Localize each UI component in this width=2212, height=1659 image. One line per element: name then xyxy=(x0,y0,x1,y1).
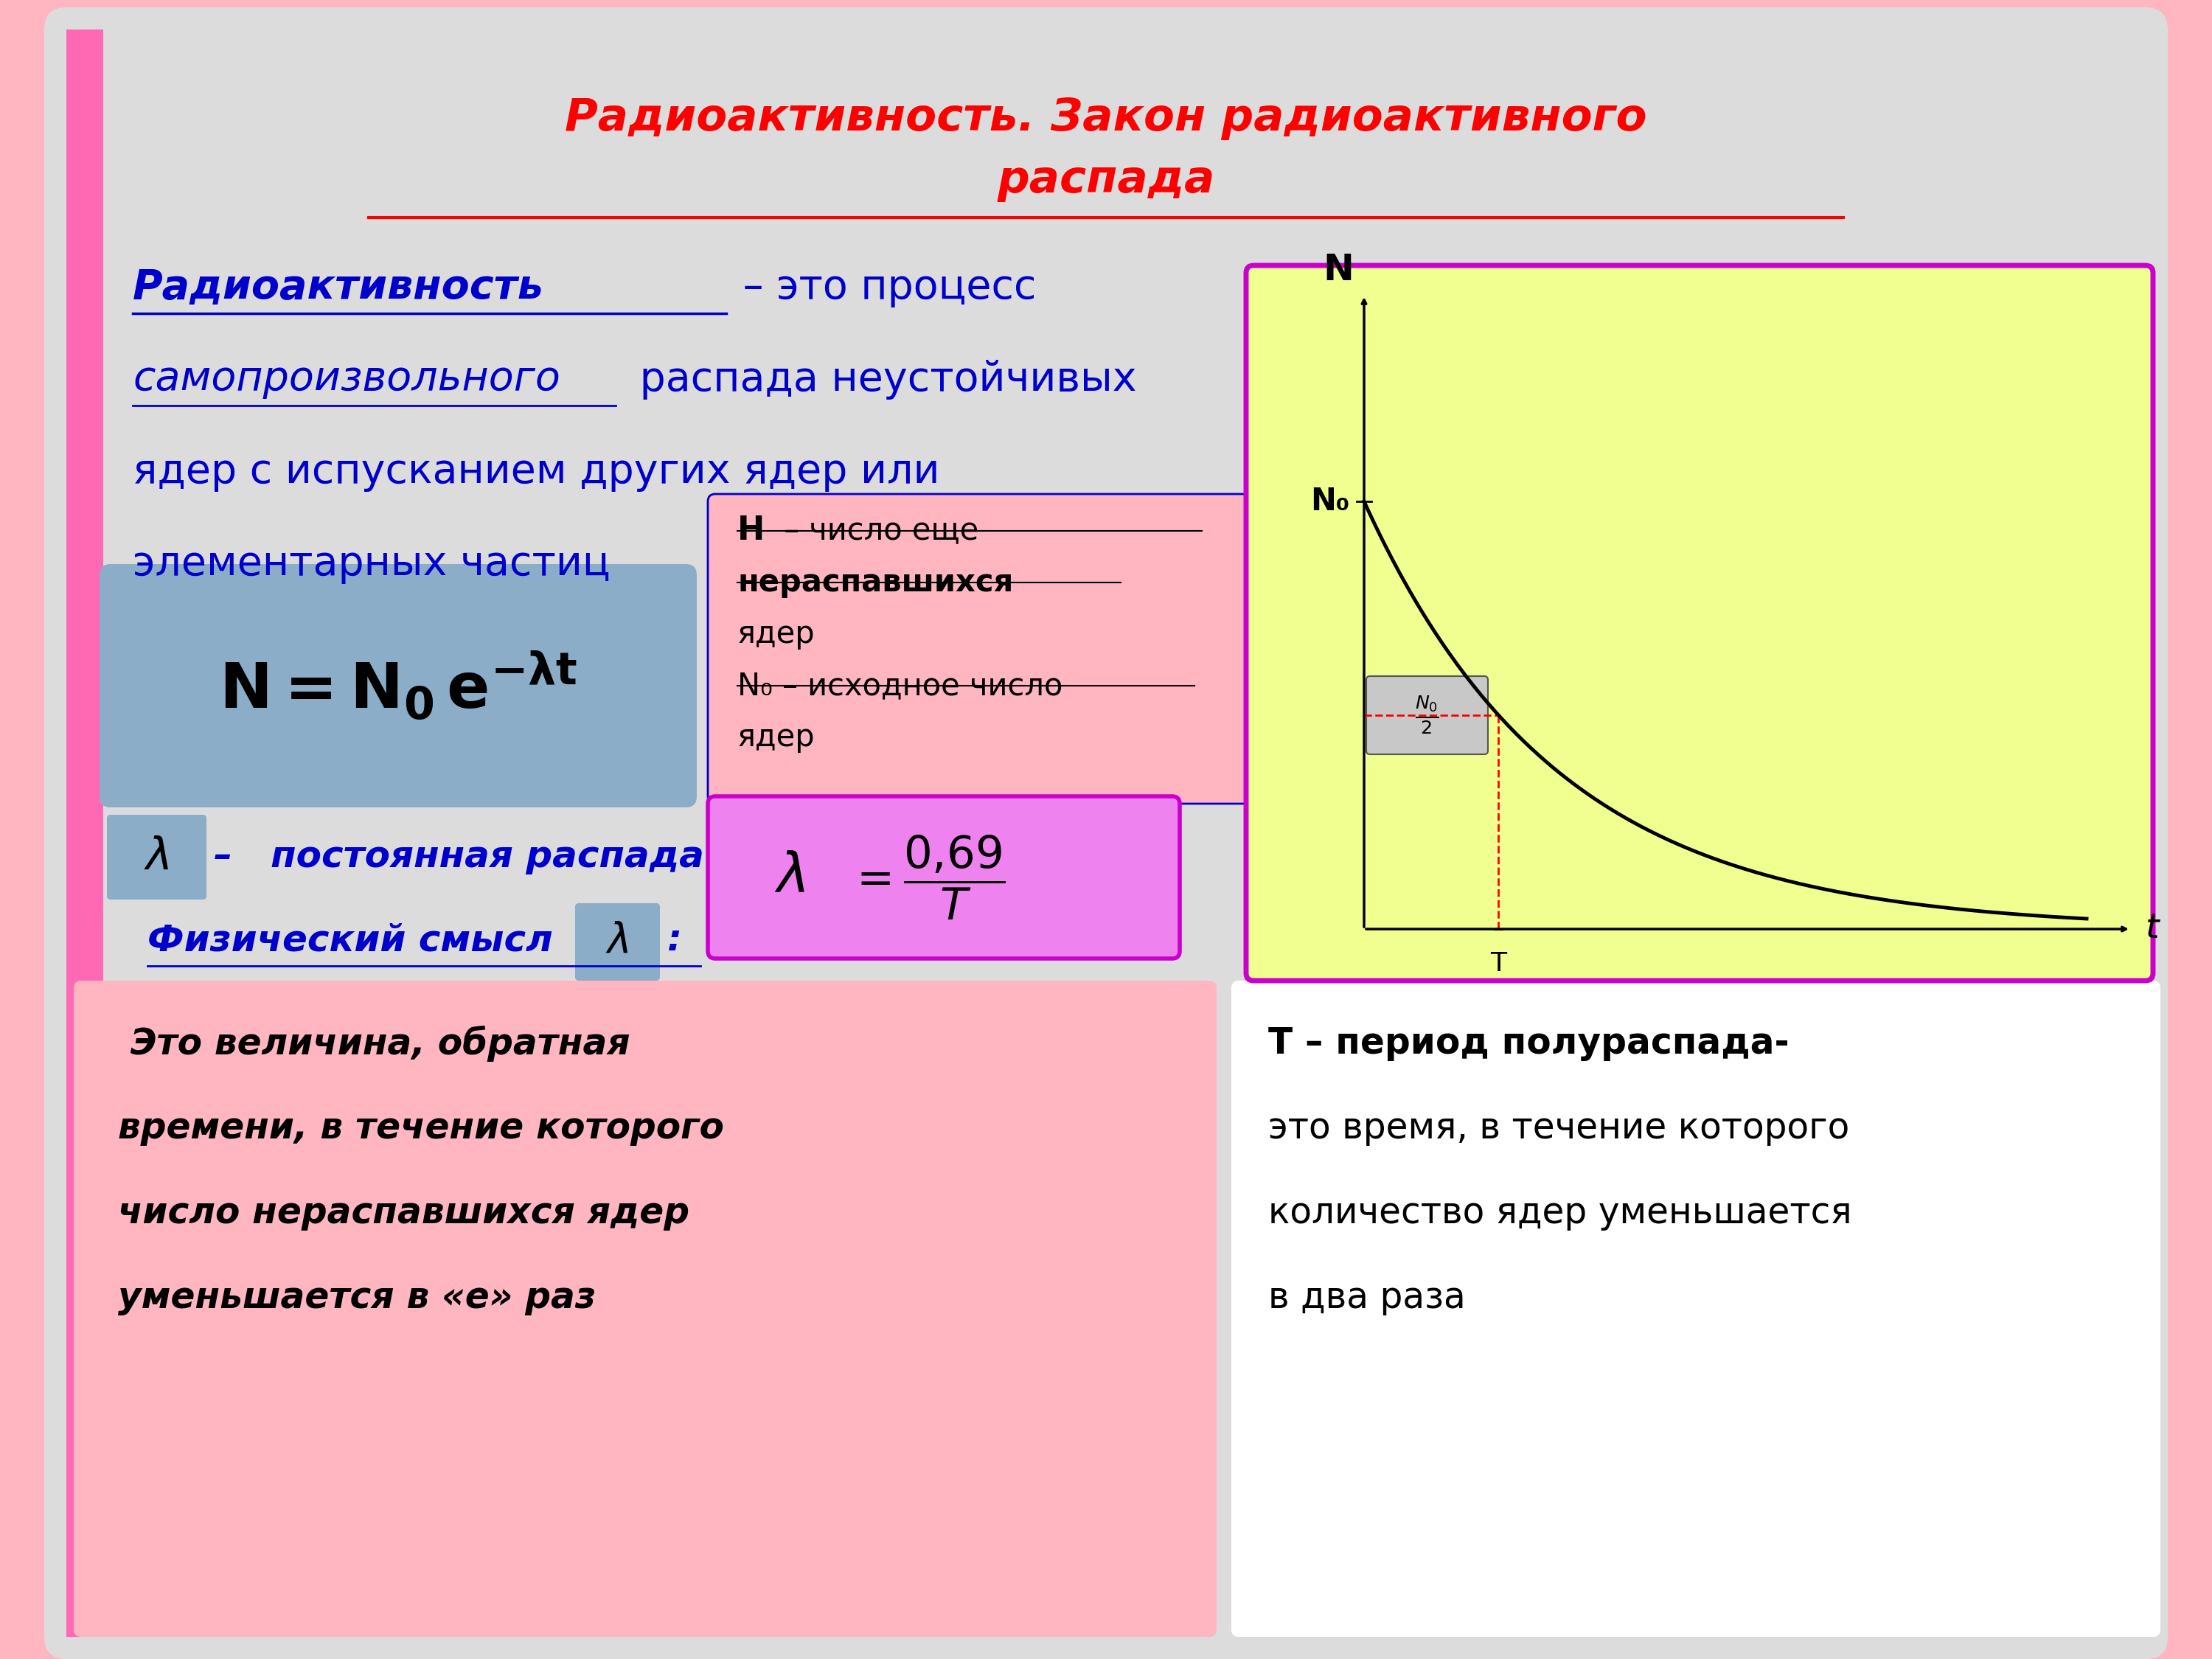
Text: Н: Н xyxy=(737,514,765,547)
Text: самопроизвольного: самопроизвольного xyxy=(133,360,560,400)
FancyBboxPatch shape xyxy=(100,564,697,808)
Bar xyxy=(66,30,104,1637)
Text: в два раза: в два раза xyxy=(1267,1281,1467,1316)
FancyBboxPatch shape xyxy=(1232,980,2161,1637)
FancyBboxPatch shape xyxy=(1245,265,2152,980)
FancyBboxPatch shape xyxy=(575,902,659,980)
FancyBboxPatch shape xyxy=(708,494,1254,803)
Text: времени, в течение которого: времени, в течение которого xyxy=(117,1110,723,1146)
FancyBboxPatch shape xyxy=(44,7,2168,1659)
Text: $=\dfrac{0{,}69}{T}$: $=\dfrac{0{,}69}{T}$ xyxy=(847,833,1004,921)
Text: Т – период полураспада-: Т – период полураспада- xyxy=(1267,1025,1790,1062)
FancyBboxPatch shape xyxy=(73,980,1217,1637)
Text: $\mathbf{N = N_0\,e^{-\lambda t}}$: $\mathbf{N = N_0\,e^{-\lambda t}}$ xyxy=(219,649,577,722)
Text: Это величина, обратная: Это величина, обратная xyxy=(117,1025,630,1062)
Text: нераспавшихся: нераспавшихся xyxy=(737,567,1013,597)
Text: количество ядер уменьшается: количество ядер уменьшается xyxy=(1267,1194,1851,1231)
Text: распада: распада xyxy=(998,159,1214,202)
Text: N: N xyxy=(1323,252,1354,287)
Text: уменьшается в «е» раз: уменьшается в «е» раз xyxy=(117,1281,595,1316)
Text: число нераспавшихся ядер: число нераспавшихся ядер xyxy=(117,1194,690,1231)
FancyBboxPatch shape xyxy=(708,796,1179,959)
Text: Радиоактивность: Радиоактивность xyxy=(133,267,544,307)
Text: N₀: N₀ xyxy=(1310,486,1349,518)
Text: $\lambda$: $\lambda$ xyxy=(144,834,168,879)
Text: элементарных частиц: элементарных частиц xyxy=(133,544,611,584)
Text: $\lambda$: $\lambda$ xyxy=(606,922,628,962)
Text: t: t xyxy=(2146,912,2159,946)
Text: ядер с испусканием других ядер или: ядер с испусканием других ядер или xyxy=(133,451,940,491)
FancyBboxPatch shape xyxy=(1367,677,1489,755)
Text: –   постоянная распада: – постоянная распада xyxy=(215,839,703,874)
Text: Радиоактивность. Закон радиоактивного: Радиоактивность. Закон радиоактивного xyxy=(564,96,1648,139)
FancyBboxPatch shape xyxy=(106,815,206,899)
Text: N₀ – исходное число: N₀ – исходное число xyxy=(737,670,1062,702)
Text: $\lambda$: $\lambda$ xyxy=(774,851,805,904)
Text: :: : xyxy=(668,922,681,957)
Text: ядер: ядер xyxy=(737,722,816,753)
Text: это время, в течение которого: это время, в течение которого xyxy=(1267,1110,1849,1146)
Text: – это процесс: – это процесс xyxy=(730,267,1035,307)
Text: распада неустойчивых: распада неустойчивых xyxy=(626,360,1137,400)
Text: $\frac{N_0}{2}$: $\frac{N_0}{2}$ xyxy=(1416,695,1438,737)
Text: – число еще: – число еще xyxy=(774,516,978,546)
Text: ядер: ядер xyxy=(737,619,816,650)
Text: Физический смысл: Физический смысл xyxy=(148,922,553,957)
Text: T: T xyxy=(1491,951,1506,975)
